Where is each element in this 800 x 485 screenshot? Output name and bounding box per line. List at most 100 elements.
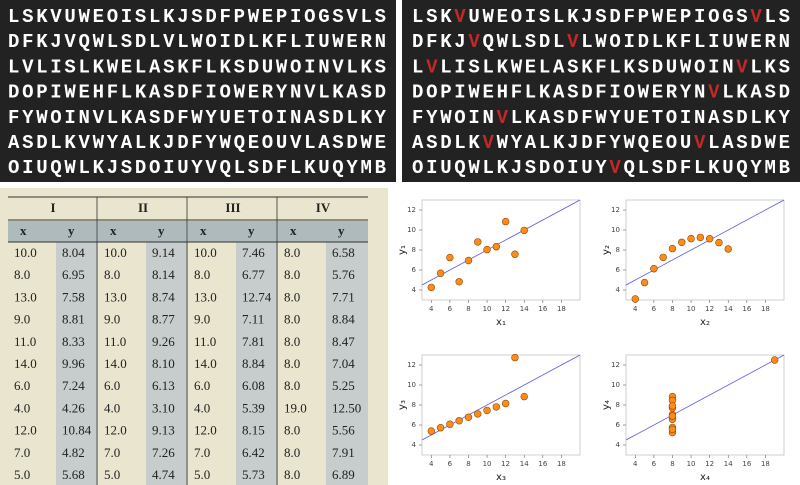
letter: A <box>553 82 565 104</box>
table-cell: 10.84 <box>62 423 92 438</box>
letter: N <box>694 82 705 104</box>
group-header: IV <box>316 200 331 215</box>
letter: W <box>680 56 692 78</box>
letter: P <box>680 6 691 28</box>
x-tick-label: 4 <box>633 305 638 313</box>
letter: O <box>623 82 634 104</box>
x-tick-label: 8 <box>466 305 470 313</box>
letter: V <box>426 56 438 78</box>
x-tick-label: 8 <box>670 460 674 468</box>
point <box>455 417 463 425</box>
letter: V <box>609 157 621 179</box>
point <box>520 226 528 235</box>
letter: L <box>694 31 705 53</box>
letter: V <box>736 56 748 78</box>
table-cell: 14.0 <box>14 356 37 371</box>
letter: W <box>595 31 607 53</box>
x-tick-label: 14 <box>724 460 733 468</box>
letter: Y <box>609 107 621 129</box>
letter: U <box>581 157 592 179</box>
table-cell: 11.0 <box>104 334 126 349</box>
table-cell: 13.0 <box>14 289 37 304</box>
letter: O <box>708 6 719 28</box>
letter: A <box>525 132 537 154</box>
table-cell: 4.0 <box>14 400 30 415</box>
table-cell: 4.0 <box>194 400 210 415</box>
letter: E <box>482 82 493 104</box>
point <box>492 243 501 251</box>
column-header: x <box>290 223 297 238</box>
table-cell: 5.0 <box>104 467 120 482</box>
letter: E <box>525 56 536 78</box>
table-cell: 8.0 <box>194 267 210 282</box>
table-cell: 8.0 <box>284 356 300 371</box>
letter: L <box>694 157 705 179</box>
letter: W <box>468 82 480 104</box>
table-cell: 3.10 <box>152 400 175 415</box>
table-cell: 7.0 <box>14 445 30 460</box>
x-tick-label: 14 <box>724 305 733 313</box>
letter: D <box>539 157 550 179</box>
table-cell: 5.0 <box>14 467 30 482</box>
letter: Y <box>680 82 692 104</box>
letter: O <box>511 6 522 28</box>
table-cell: 11.0 <box>14 334 36 349</box>
letter: H <box>497 82 508 104</box>
plot-frame <box>421 354 581 456</box>
letter: K <box>736 82 748 104</box>
letter: U <box>468 6 479 28</box>
table-cell: 7.04 <box>332 356 355 371</box>
letter: L <box>539 132 550 154</box>
letter: V <box>482 132 494 154</box>
table-cell: 12.74 <box>242 289 272 304</box>
letter: W <box>652 6 664 28</box>
point <box>511 250 519 258</box>
fit-line <box>625 354 785 441</box>
letter: E <box>652 132 663 154</box>
table-cell: 6.08 <box>242 378 265 393</box>
letter: T <box>652 107 663 129</box>
letter: Q <box>638 132 649 154</box>
letter: D <box>539 31 550 53</box>
header-shade <box>278 221 368 242</box>
x-tick-label: 6 <box>652 305 657 313</box>
table-cell: 8.47 <box>332 334 355 349</box>
letter: D <box>750 132 761 154</box>
fit-line <box>421 354 581 441</box>
column-header: y <box>248 223 255 238</box>
letter: P <box>440 82 451 104</box>
point <box>427 427 435 435</box>
table-cell: 8.0 <box>284 289 300 304</box>
point <box>668 425 677 434</box>
letter: R <box>764 31 776 53</box>
x-tick-label: 18 <box>761 460 770 468</box>
letter: I <box>680 107 691 129</box>
table-cell: 5.0 <box>194 467 210 482</box>
table-cell: 13.0 <box>194 289 217 304</box>
letter: W <box>595 107 607 129</box>
table-cell: 8.0 <box>284 312 300 327</box>
letter: D <box>412 31 423 53</box>
y-tick-label: 4 <box>412 441 417 449</box>
letter: L <box>440 56 451 78</box>
letter: K <box>666 31 678 53</box>
table-cell: 6.95 <box>62 267 85 282</box>
table-cell: 9.13 <box>152 423 175 438</box>
letter: O <box>694 56 705 78</box>
letter: O <box>426 82 437 104</box>
point <box>668 402 677 410</box>
letter: W <box>764 132 776 154</box>
letter: G <box>722 6 733 28</box>
letter: D <box>581 82 592 104</box>
letter: S <box>736 132 747 154</box>
letter: S <box>779 56 790 78</box>
letter: S <box>539 6 550 28</box>
letter: L <box>511 107 522 129</box>
x-tick-label: 16 <box>538 460 547 468</box>
y-column-shade <box>326 221 368 485</box>
letter: J <box>454 31 465 53</box>
letter: K <box>623 56 635 78</box>
table-cell: 11.0 <box>194 334 216 349</box>
table-cell: 4.0 <box>104 400 120 415</box>
